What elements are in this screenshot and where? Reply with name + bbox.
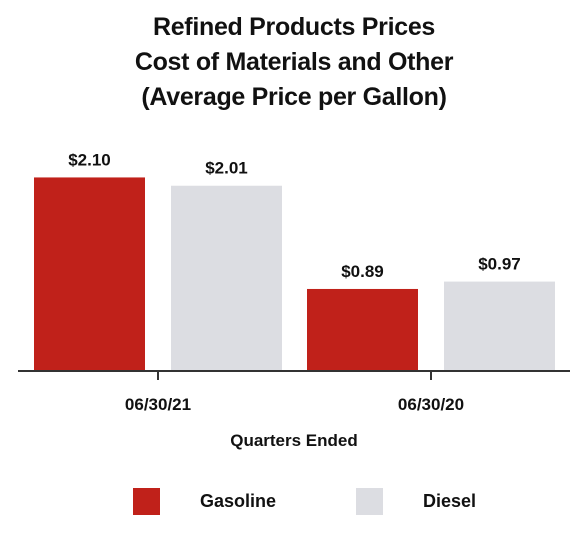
- data-label-diesel-0: $2.01: [205, 159, 248, 178]
- ticks-group: 06/30/21 06/30/20: [125, 371, 464, 414]
- bar-diesel-0: [171, 185, 282, 371]
- x-tick-label-0: 06/30/21: [125, 395, 191, 414]
- data-label-gasoline-1: $0.89: [341, 262, 384, 281]
- bar-gasoline-0: [34, 177, 145, 371]
- bar-gasoline-1: [307, 288, 418, 371]
- data-label-diesel-1: $0.97: [478, 255, 521, 274]
- bars-group: $2.10 $2.01 $0.89 $0.97: [34, 150, 555, 371]
- legend-label-diesel: Diesel: [423, 491, 477, 511]
- legend-label-gasoline: Gasoline: [200, 491, 277, 511]
- chart-title-line-1: Refined Products Prices: [152, 13, 436, 41]
- legend-swatch-gasoline: [133, 488, 160, 515]
- legend-item-gasoline: Gasoline: [133, 488, 276, 515]
- chart-title-line-3: (Average Price per Gallon): [141, 83, 447, 111]
- bar-diesel-1: [444, 281, 555, 371]
- x-tick-label-1: 06/30/20: [398, 395, 464, 414]
- legend-item-diesel: Diesel: [356, 488, 476, 515]
- legend-swatch-diesel: [356, 488, 383, 515]
- chart-title: Refined Products Prices Cost of Material…: [0, 10, 588, 115]
- legend: Gasoline Diesel: [0, 488, 588, 518]
- data-label-gasoline-0: $2.10: [68, 150, 111, 169]
- x-axis-title: Quarters Ended: [230, 431, 358, 450]
- chart-title-line-2: Cost of Materials and Other: [134, 48, 454, 76]
